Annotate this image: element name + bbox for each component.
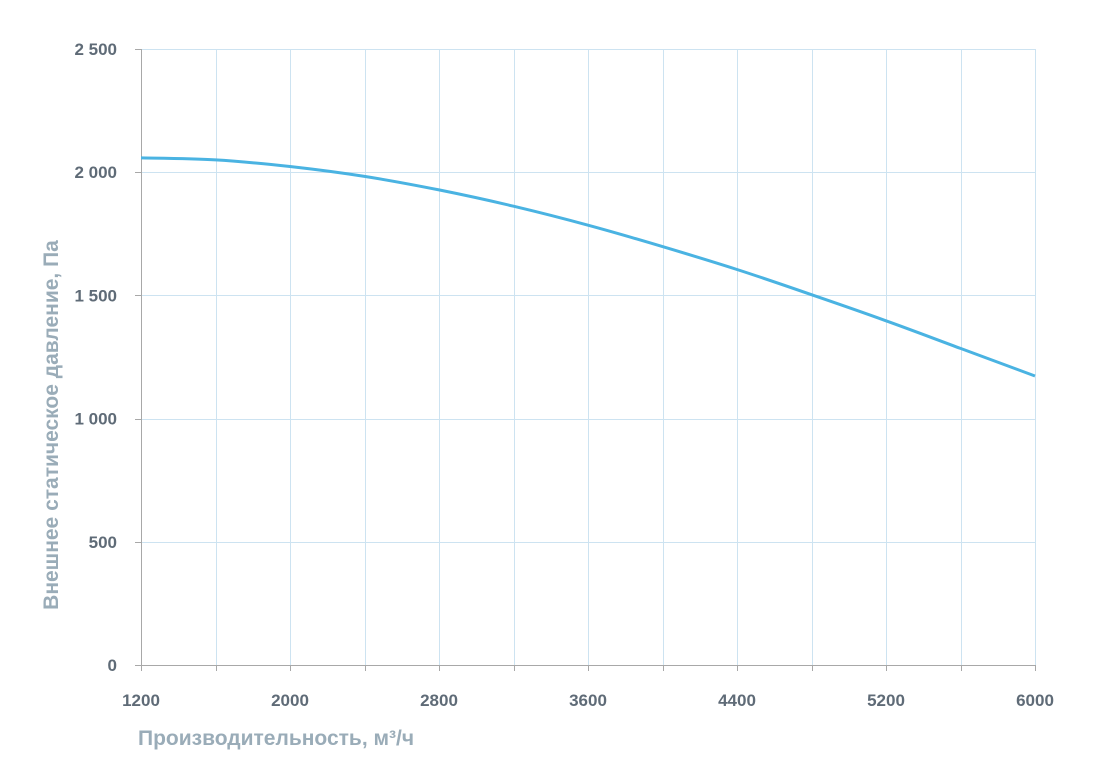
x-tick-label: 1200 bbox=[122, 691, 160, 710]
x-tick-label: 4400 bbox=[718, 691, 756, 710]
y-tick-label: 1 000 bbox=[74, 410, 117, 429]
y-tick-label: 2 500 bbox=[74, 40, 117, 59]
x-tick-label: 6000 bbox=[1016, 691, 1054, 710]
x-tick-labels: 1200 2000 2800 3600 4400 5200 6000 bbox=[122, 691, 1054, 710]
grid bbox=[141, 49, 1036, 665]
x-tick-label: 3600 bbox=[569, 691, 607, 710]
y-tick-label: 1 500 bbox=[74, 286, 117, 305]
series-line bbox=[140, 156, 1036, 378]
x-tick-label: 2000 bbox=[271, 691, 309, 710]
y-tick-label: 0 bbox=[108, 656, 117, 675]
x-tick-label: 2800 bbox=[420, 691, 458, 710]
y-tick-label: 500 bbox=[89, 533, 117, 552]
x-axis-label: Производительность, м³/ч bbox=[138, 727, 414, 750]
series-layer bbox=[140, 156, 1036, 378]
y-tick-label: 2 000 bbox=[74, 163, 117, 182]
axes bbox=[135, 49, 1036, 671]
y-axis-label: Внешнее статическое давление, Па bbox=[40, 240, 63, 610]
y-tick-labels: 0 500 1 000 1 500 2 000 2 500 bbox=[74, 40, 117, 675]
x-tick-label: 5200 bbox=[867, 691, 905, 710]
